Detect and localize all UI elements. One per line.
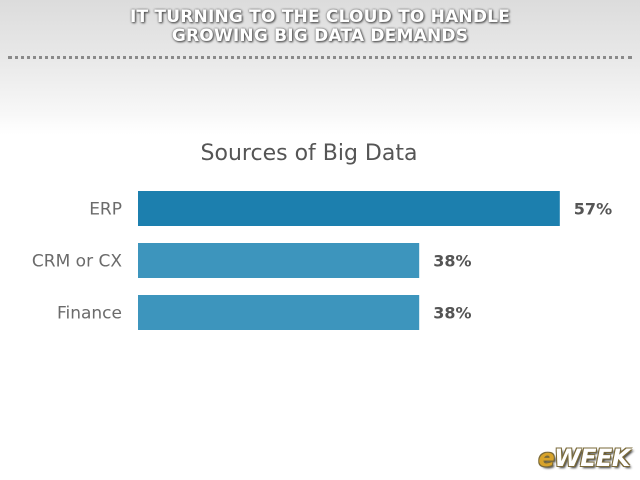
header-band: IT TURNING TO THE CLOUD TO HANDLE GROWIN… xyxy=(0,0,640,135)
bars-group: ERP 57% CRM or CX 38% Finance 38% xyxy=(32,191,612,330)
eweek-logo: eWEEK xyxy=(538,444,630,472)
dotted-divider xyxy=(8,56,632,59)
headline-line-2: GROWING BIG DATA DEMANDS xyxy=(171,26,469,46)
bar-finance xyxy=(138,295,420,330)
headline: IT TURNING TO THE CLOUD TO HANDLE GROWIN… xyxy=(0,8,640,46)
category-label: ERP xyxy=(89,200,122,220)
category-label: Finance xyxy=(57,304,122,324)
chart-title: Sources of Big Data xyxy=(201,141,418,166)
value-label: 57% xyxy=(574,200,612,219)
category-label: CRM or CX xyxy=(32,252,122,272)
value-label: 38% xyxy=(433,252,471,271)
bar-crm-or-cx xyxy=(138,243,420,278)
headline-line-1: IT TURNING TO THE CLOUD TO HANDLE xyxy=(129,7,511,27)
bar-erp xyxy=(138,191,560,226)
value-label: 38% xyxy=(433,304,471,323)
